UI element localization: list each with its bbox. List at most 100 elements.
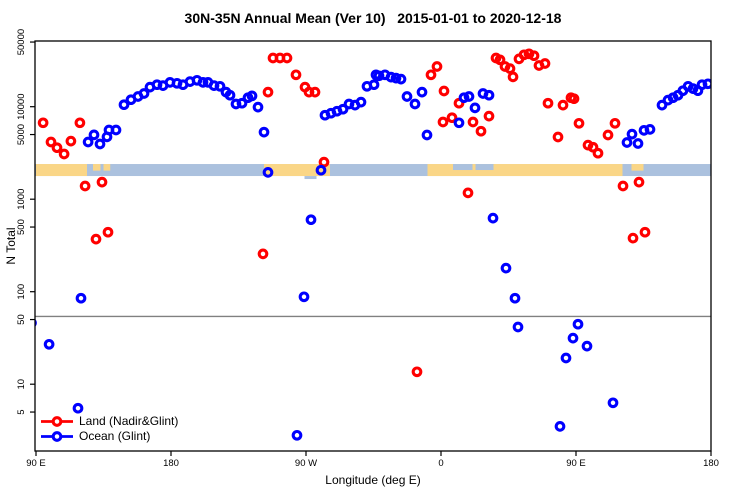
data-point <box>110 124 122 136</box>
y-tick-label: 5000 <box>16 124 27 145</box>
x-axis-label: Longitude (deg E) <box>325 473 421 487</box>
data-point <box>702 78 711 90</box>
data-point <box>74 117 86 129</box>
data-point <box>446 112 458 124</box>
data-point <box>602 129 614 141</box>
data-point <box>88 129 100 141</box>
data-point <box>552 131 564 143</box>
data-point <box>315 164 327 176</box>
data-point <box>416 86 428 98</box>
data-point <box>318 156 330 168</box>
data-point <box>621 137 633 148</box>
data-point <box>542 97 554 109</box>
data-point <box>539 58 551 69</box>
x-tick-label: 180 <box>163 458 179 469</box>
data-point <box>290 69 302 81</box>
data-point <box>607 397 619 409</box>
y-tick-label: 500 <box>16 219 27 235</box>
data-point <box>494 54 506 66</box>
data-point <box>560 352 572 364</box>
data-point <box>281 52 293 64</box>
map-band-gulf-notch <box>304 176 317 180</box>
legend-markers <box>41 416 73 442</box>
x-tick-label: 0 <box>438 458 443 469</box>
data-point <box>592 147 604 159</box>
data-point <box>507 71 519 83</box>
data-point <box>632 138 644 149</box>
data-point <box>518 49 530 61</box>
data-point <box>639 226 651 238</box>
data-point <box>79 180 91 192</box>
data-point <box>627 232 639 244</box>
series-land <box>37 48 651 378</box>
data-point <box>395 73 407 85</box>
legend-circle-icon <box>51 416 63 427</box>
data-point <box>90 233 102 245</box>
data-point <box>644 124 656 135</box>
data-point <box>96 176 108 188</box>
data-point <box>298 291 310 303</box>
y-tick-label: 5 <box>16 409 27 414</box>
map-band-land-segment <box>264 164 330 177</box>
data-point <box>458 92 470 104</box>
y-axis-label: N Total <box>4 227 18 265</box>
data-point <box>567 332 579 344</box>
data-point <box>368 79 380 91</box>
data-point <box>487 212 499 224</box>
data-point <box>568 93 580 105</box>
data-point <box>118 99 130 111</box>
data-point <box>409 98 421 110</box>
data-point <box>462 187 474 199</box>
data-point <box>224 89 236 101</box>
data-point <box>554 421 566 432</box>
y-tick-label: 50000 <box>16 29 27 55</box>
data-point <box>528 50 540 62</box>
data-point <box>425 69 437 81</box>
data-point <box>609 117 621 129</box>
data-point <box>305 214 317 226</box>
data-point <box>557 99 569 111</box>
data-point <box>214 80 226 92</box>
map-band-land-segment <box>36 164 87 177</box>
data-point <box>573 117 585 129</box>
map-band-island-patch <box>103 164 111 171</box>
data-point <box>483 89 495 101</box>
data-point <box>236 97 248 109</box>
data-point <box>258 126 270 138</box>
legend-label-land: Land (Nadir&Glint) <box>79 414 179 428</box>
data-point <box>504 63 516 74</box>
data-point <box>252 101 264 113</box>
series-ocean <box>35 69 711 441</box>
y-tick-label: 100 <box>16 284 27 300</box>
data-point <box>633 176 645 188</box>
data-point <box>656 99 668 111</box>
data-point <box>355 96 367 108</box>
data-point <box>72 402 84 414</box>
data-point <box>572 318 584 330</box>
x-tick-label: 90 E <box>26 458 46 469</box>
latitude-map-band <box>35 164 711 180</box>
data-point <box>512 321 524 333</box>
data-point <box>94 138 106 150</box>
data-point <box>75 292 87 304</box>
x-tick-label: 90 W <box>295 458 317 469</box>
data-point <box>483 110 495 122</box>
x-tick-label: 180 <box>703 458 719 469</box>
data-point <box>291 429 303 441</box>
data-point <box>102 226 114 238</box>
map-band-sea-patch <box>475 164 494 171</box>
data-point <box>257 248 269 260</box>
data-point <box>43 338 55 350</box>
data-point <box>617 180 629 192</box>
legend-label-ocean: Ocean (Glint) <box>79 429 151 443</box>
data-point <box>35 318 37 327</box>
data-point <box>138 88 150 99</box>
data-point <box>303 86 315 98</box>
map-band-sea-patch <box>453 164 473 171</box>
data-point <box>337 103 349 115</box>
data-point <box>626 128 638 140</box>
data-point <box>197 77 209 88</box>
data-point <box>390 72 402 84</box>
